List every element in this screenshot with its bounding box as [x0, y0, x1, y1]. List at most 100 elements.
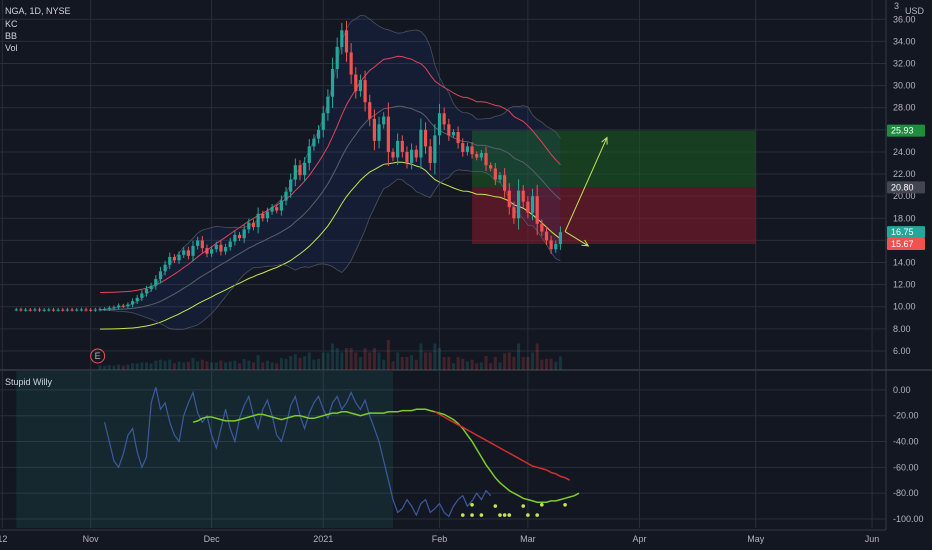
- candle-body: [284, 191, 288, 201]
- candle-body: [233, 234, 237, 242]
- oscillator-title[interactable]: Stupid Willy: [5, 377, 53, 387]
- price-tick-label: 20.00: [893, 191, 916, 201]
- volume-bar: [112, 365, 116, 370]
- volume-bar: [196, 361, 200, 370]
- volume-bar: [475, 363, 479, 370]
- volume-bar: [219, 360, 223, 370]
- volume-bar: [456, 357, 460, 370]
- currency-label: USD: [905, 6, 925, 16]
- candle-body: [42, 309, 46, 311]
- volume-bar: [503, 353, 507, 370]
- candle-body: [321, 113, 325, 130]
- volume-bar: [158, 359, 162, 370]
- osc-dot: [460, 513, 465, 517]
- volume-bar: [372, 348, 376, 370]
- osc-dot: [540, 502, 544, 507]
- volume-bar: [531, 352, 535, 370]
- volume-bar: [396, 352, 400, 370]
- volume-bar: [484, 356, 488, 370]
- volume-bar: [182, 362, 186, 370]
- indicator-kc-legend[interactable]: KC: [5, 19, 18, 29]
- volume-bar: [163, 360, 167, 370]
- price-tick-label: 34.00: [893, 36, 916, 46]
- osc-dot: [498, 513, 502, 517]
- volume-bar: [340, 352, 344, 370]
- candle-body: [349, 52, 353, 75]
- candle-body: [56, 309, 60, 311]
- candle-body: [451, 132, 456, 136]
- candle-body: [447, 124, 451, 136]
- volume-bar: [410, 355, 414, 370]
- candle-body: [540, 223, 544, 232]
- candle-body: [442, 113, 446, 125]
- candle-body: [298, 165, 302, 176]
- position-target-zone: [472, 130, 756, 188]
- volume-bar: [321, 352, 325, 370]
- volume-bar: [149, 363, 153, 370]
- osc-shade: [16, 371, 394, 528]
- candle-body: [428, 146, 432, 163]
- price-tick-label: 10.00: [893, 302, 916, 312]
- earnings-circle: [90, 348, 106, 364]
- candle-body: [368, 102, 372, 119]
- candle-body: [265, 211, 270, 219]
- volume-bar: [214, 362, 218, 370]
- volume-bar: [377, 352, 381, 370]
- candle-body: [182, 250, 186, 255]
- candle-body: [316, 129, 321, 139]
- price-tick-label: 18.00: [893, 213, 916, 223]
- volume-bar: [126, 364, 130, 370]
- indicator-vol-legend[interactable]: Vol: [5, 43, 18, 53]
- candle-body: [172, 256, 177, 261]
- volume-bar: [154, 360, 158, 370]
- osc-tick-label: 0.00: [893, 385, 911, 395]
- volume-bar: [479, 362, 483, 370]
- candle-body: [210, 249, 214, 254]
- price-tick-label: 30.00: [893, 81, 916, 91]
- arrow-head: [601, 136, 608, 145]
- osc-dot: [493, 504, 498, 508]
- osc-dot: [563, 502, 567, 507]
- volume-bar: [470, 359, 474, 370]
- volume-bar: [191, 357, 195, 370]
- volume-bar: [512, 357, 516, 370]
- kc-lower: [99, 161, 561, 330]
- candle-body: [112, 307, 116, 309]
- candle-body: [191, 245, 195, 256]
- volume-bar: [331, 343, 335, 370]
- candle-body: [405, 151, 409, 163]
- candle-body: [196, 240, 200, 246]
- volume-bar: [358, 357, 362, 370]
- price-tag-bg: [887, 124, 925, 137]
- projection-arrow: [564, 231, 589, 247]
- volume-bar: [363, 348, 367, 370]
- candle-body: [251, 222, 256, 228]
- candle-body: [558, 232, 563, 245]
- osc-dot: [502, 513, 507, 517]
- volume-bar: [461, 358, 465, 370]
- time-tick-label: Feb: [432, 534, 448, 544]
- top-right-partial: 3: [894, 1, 899, 11]
- osc-dot: [470, 513, 474, 517]
- candle-body: [498, 175, 502, 180]
- symbol-legend[interactable]: NGA, 1D, NYSE: [5, 6, 71, 16]
- price-tag-bg: [887, 238, 925, 251]
- volume-bar: [270, 362, 274, 370]
- candle-body: [168, 256, 172, 265]
- volume-bar: [507, 352, 511, 370]
- time-tick-label: Apr: [632, 534, 646, 544]
- candle-body: [163, 264, 167, 272]
- volume-bar: [489, 363, 493, 370]
- candle-body: [205, 248, 209, 254]
- candle-body: [363, 80, 367, 103]
- candle-body: [61, 309, 65, 311]
- indicator-bb-legend[interactable]: BB: [5, 31, 18, 41]
- volume-bar: [414, 359, 418, 370]
- volume-bar: [549, 358, 553, 370]
- volume-bar: [200, 359, 204, 370]
- osc-dot: [507, 513, 512, 517]
- volume-bar: [224, 362, 228, 370]
- candle-body: [70, 309, 74, 311]
- volume-bar: [535, 343, 539, 370]
